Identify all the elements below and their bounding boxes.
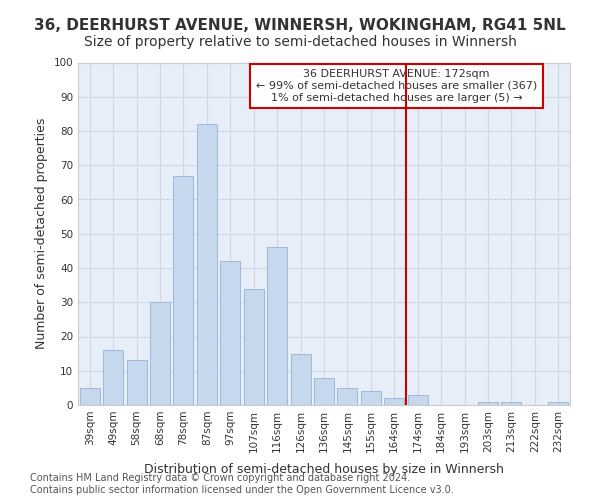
Bar (173, 176, 193, 405)
Bar (103, 350, 123, 405)
Y-axis label: Number of semi-detached properties: Number of semi-detached properties (35, 118, 48, 350)
Bar (197, 124, 217, 405)
Bar (80, 388, 100, 405)
Text: 36 DEERHURST AVENUE: 172sqm
← 99% of semi-detached houses are smaller (367)
1% o: 36 DEERHURST AVENUE: 172sqm ← 99% of sem… (256, 70, 537, 102)
Bar (267, 248, 287, 405)
Bar (220, 261, 240, 405)
Text: Size of property relative to semi-detached houses in Winnersh: Size of property relative to semi-detach… (83, 35, 517, 49)
Bar (244, 288, 263, 405)
Bar (548, 402, 568, 405)
Bar (314, 378, 334, 405)
Bar (478, 402, 498, 405)
Bar (127, 360, 146, 405)
Bar (150, 302, 170, 405)
Bar (408, 394, 428, 405)
Bar (361, 392, 381, 405)
Bar (385, 398, 404, 405)
Bar (290, 354, 311, 405)
Text: Contains HM Land Registry data © Crown copyright and database right 2024.
Contai: Contains HM Land Registry data © Crown c… (30, 474, 454, 495)
Text: 36, DEERHURST AVENUE, WINNERSH, WOKINGHAM, RG41 5NL: 36, DEERHURST AVENUE, WINNERSH, WOKINGHA… (34, 18, 566, 32)
X-axis label: Distribution of semi-detached houses by size in Winnersh: Distribution of semi-detached houses by … (144, 463, 504, 476)
Bar (502, 402, 521, 405)
Bar (337, 388, 358, 405)
